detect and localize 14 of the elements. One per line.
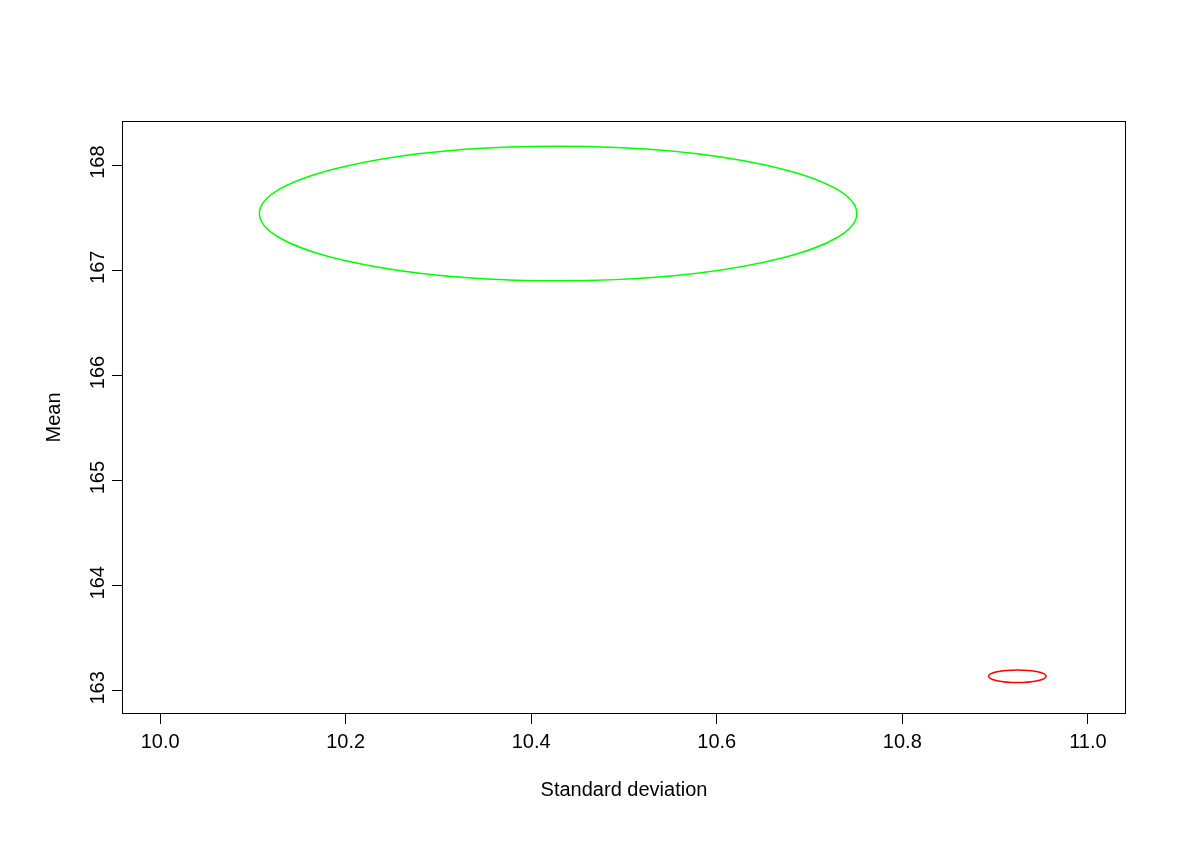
- x-tick-label: 10.8: [882, 730, 922, 752]
- y-tick-label: 166: [86, 355, 108, 390]
- y-tick-label: 168: [86, 145, 108, 179]
- x-tick-label: 10.2: [326, 730, 366, 752]
- x-tick-label: 10.0: [140, 730, 180, 752]
- x-tick-label: 10.6: [697, 730, 737, 752]
- y-tick-label: 165: [86, 460, 108, 495]
- y-tick-label: 167: [86, 250, 108, 284]
- y-tick-label: 164: [86, 566, 108, 600]
- x-tick-label: 10.4: [511, 730, 551, 752]
- x-axis-title: Standard deviation: [540, 777, 708, 800]
- x-tick-label: 11.0: [1069, 730, 1107, 752]
- y-tick-label: 163: [86, 671, 108, 705]
- y-axis-title: Mean: [41, 392, 64, 443]
